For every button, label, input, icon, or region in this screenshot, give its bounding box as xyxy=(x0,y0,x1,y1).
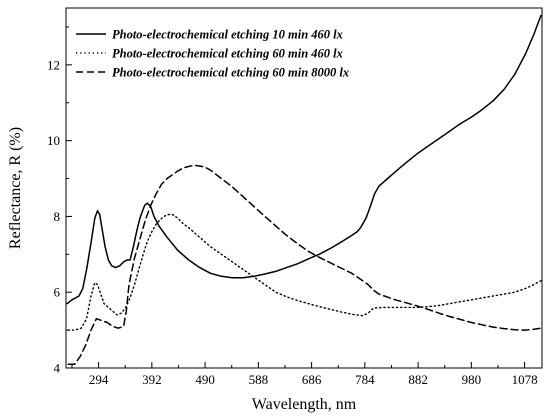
x-tick-label: 294 xyxy=(89,372,109,387)
y-tick-label: 10 xyxy=(47,133,60,148)
series-line-solid xyxy=(66,14,542,305)
x-tick-label: 784 xyxy=(355,372,375,387)
y-tick-label: 4 xyxy=(54,361,61,376)
plot-lines xyxy=(66,14,542,365)
series-line-dashed xyxy=(67,164,542,365)
x-tick-label: 980 xyxy=(462,372,482,387)
y-tick-label: 8 xyxy=(54,209,61,224)
y-tick-label: 12 xyxy=(47,57,60,72)
plot-frame xyxy=(65,7,543,369)
x-tick-label: 1078 xyxy=(512,372,538,387)
legend: Photo-electrochemical etching 10 min 460… xyxy=(76,28,349,80)
y-tick-label: 6 xyxy=(54,285,61,300)
y-axis-label: Reflectance, R (%) xyxy=(7,127,24,249)
axis-ticks: 294 392 490 588 686 784 882 980 1078 4 6 8 10 12 xyxy=(47,26,538,387)
legend-label: Photo-electrochemical etching 10 min 460… xyxy=(112,28,343,42)
legend-label: Photo-electrochemical etching 60 min 460… xyxy=(112,47,343,61)
x-tick-label: 588 xyxy=(249,372,269,387)
x-tick-label: 686 xyxy=(302,372,322,387)
series-line-dotted xyxy=(67,213,542,331)
x-tick-label: 490 xyxy=(195,372,215,387)
legend-label: Photo-electrochemical etching 60 min 800… xyxy=(112,66,349,80)
x-tick-label: 392 xyxy=(142,372,162,387)
x-axis-label: Wavelength, nm xyxy=(252,396,357,413)
x-tick-label: 882 xyxy=(408,372,428,387)
